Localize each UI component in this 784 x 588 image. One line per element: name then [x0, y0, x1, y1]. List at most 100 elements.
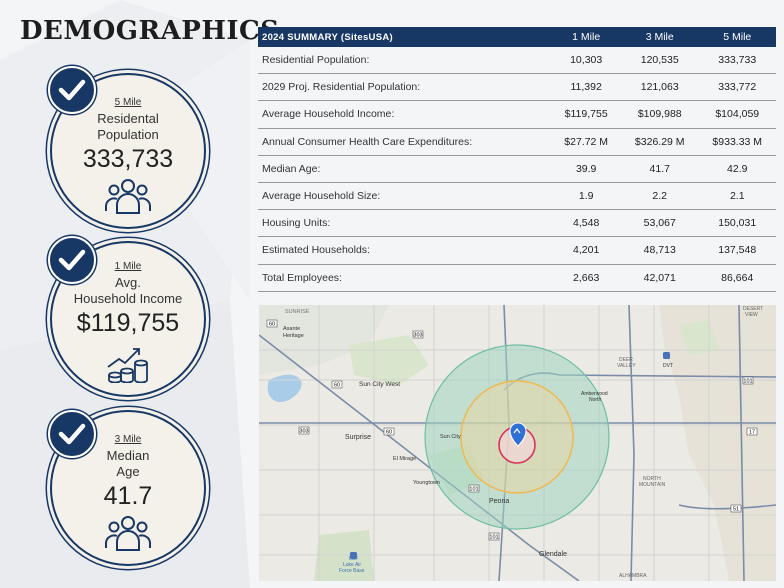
svg-text:60: 60 — [386, 430, 392, 436]
card-label-line2: Household Income — [73, 291, 183, 306]
cell-3-mile: 2.2 — [620, 182, 699, 211]
svg-text:17: 17 — [749, 430, 755, 436]
svg-text:101: 101 — [489, 535, 498, 541]
location-map[interactable]: 60 303 60 303 60 101 101 17 51 101 SUNRI… — [259, 305, 776, 581]
map-label-desert-view: DESERT — [743, 306, 763, 312]
table-header-row: 2024 SUMMARY (SitesUSA) 1 Mile 3 Mile 5 … — [258, 27, 776, 47]
map-label-north-mountain-2: MOUNTAIN — [639, 482, 666, 488]
cell-5-mile: $933.33 M — [698, 128, 776, 156]
cell-3-mile: 48,713 — [620, 236, 699, 265]
column-header-5-mile: 5 Mile — [698, 27, 776, 47]
map-label-peoria: Peoria — [489, 498, 509, 505]
svg-text:101: 101 — [743, 379, 752, 385]
table-row: Median Age: 39.9 41.7 42.9 — [258, 155, 776, 183]
cell-3-mile: 41.7 — [620, 155, 699, 183]
summary-table: 2024 SUMMARY (SitesUSA) 1 Mile 3 Mile 5 … — [258, 27, 776, 292]
card-label-line1: Residental — [97, 111, 159, 126]
map-label-amberwood-2: North — [589, 397, 601, 403]
table-row: Estimated Households: 4,201 48,713 137,548 — [258, 236, 776, 265]
row-label: Estimated Households: — [258, 236, 552, 265]
airport-icon — [663, 352, 670, 359]
cell-1-mile: 4,201 — [551, 236, 621, 265]
table-row: 2029 Proj. Residential Population: 11,392… — [258, 73, 776, 102]
row-label: Median Age: — [258, 155, 552, 183]
table-row: Average Household Size: 1.9 2.2 2.1 — [258, 182, 776, 211]
airport-icon — [350, 552, 357, 559]
table-title: 2024 SUMMARY (SitesUSA) — [258, 27, 552, 47]
card-label-line1: Avg. — [115, 275, 141, 290]
map-label-dvt: DVT — [663, 363, 673, 369]
card-radius: 1 Mile — [114, 261, 142, 272]
map-label-luke-3: Force Base — [339, 568, 365, 574]
highway-shield: 303 — [412, 330, 424, 339]
cell-3-mile: 120,535 — [620, 47, 699, 75]
cell-1-mile: $27.72 M — [551, 128, 621, 156]
cell-1-mile: 1.9 — [551, 182, 621, 211]
cell-5-mile: 137,548 — [698, 236, 776, 265]
card-label-line2: Population — [97, 127, 159, 142]
highway-shield: 60 — [331, 380, 343, 389]
income-growth-icon — [52, 341, 204, 388]
highway-shield: 101 — [742, 376, 754, 385]
lake — [267, 374, 302, 403]
map-label-sunrise: SUNRISE — [285, 309, 310, 315]
page-title: DEMOGRAPHICS — [20, 16, 280, 46]
map-label-sun-city-west: Sun City West — [359, 381, 400, 388]
map-label-youngtown: Youngtown — [413, 480, 440, 486]
location-pin-icon[interactable] — [509, 422, 527, 447]
people-icon — [52, 514, 204, 557]
table-row: Residential Population: 10,303 120,535 333,… — [258, 47, 776, 75]
card-value: 333,733 — [82, 145, 174, 173]
svg-text:303: 303 — [413, 333, 422, 339]
table-row: Average Household Income: $119,755 $109,98… — [258, 100, 776, 129]
map-label-amberwood: Amberwood — [581, 391, 608, 397]
map-label-sun-city: Sun City — [440, 434, 461, 440]
table-row: Annual Consumer Health Care Expenditures… — [258, 128, 776, 156]
map-label-desert-view-2: VIEW — [745, 312, 758, 318]
highway-shield: 101 — [488, 532, 500, 541]
cell-1-mile: $119,755 — [551, 100, 621, 129]
highway-shield: 303 — [298, 426, 310, 435]
cell-3-mile: 42,071 — [620, 264, 699, 292]
map-label-deer-valley-2: VALLEY — [617, 363, 636, 369]
cell-5-mile: 2.1 — [698, 182, 776, 211]
svg-text:51: 51 — [733, 507, 739, 513]
cell-5-mile: 150,031 — [698, 209, 776, 238]
highway-shield: 60 — [383, 427, 395, 436]
cell-1-mile: 2,663 — [551, 264, 621, 292]
cell-1-mile: 4,548 — [551, 209, 621, 238]
map-label-surprise: Surprise — [345, 434, 371, 441]
cell-5-mile: 333,733 — [698, 47, 776, 75]
card-radius: 5 Mile — [114, 97, 142, 108]
cell-5-mile: 86,664 — [698, 264, 776, 292]
row-label: Annual Consumer Health Care Expenditures… — [258, 128, 552, 156]
svg-text:101: 101 — [469, 487, 478, 493]
cell-5-mile: 333,772 — [698, 73, 776, 102]
card-residential-population: 5 Mile Residental Population 333,733 — [50, 73, 206, 229]
highway-shield: 60 — [266, 319, 278, 328]
table-row: Total Employees: 2,663 42,071 86,664 — [258, 264, 776, 292]
row-label: 2029 Proj. Residential Population: — [258, 73, 552, 102]
row-label: Total Employees: — [258, 264, 552, 292]
map-label-el-mirage: El Mirage — [393, 456, 416, 462]
checkmark-icon — [48, 410, 96, 458]
map-label-heritage: Heritage — [283, 333, 304, 339]
row-label: Residential Population: — [258, 47, 552, 75]
svg-text:60: 60 — [269, 322, 275, 328]
highway-shield: 17 — [746, 427, 758, 436]
map-label-alhambra: ALHAMBRA — [619, 573, 647, 579]
map-label-deer-valley: DEER — [619, 357, 633, 363]
card-label-line2: Age — [116, 464, 140, 479]
cell-1-mile: 39.9 — [551, 155, 621, 183]
cell-3-mile: 121,063 — [620, 73, 699, 102]
highway-shield: 51 — [730, 504, 742, 513]
highway-shield: 101 — [468, 484, 480, 493]
park-area — [349, 335, 429, 385]
cell-1-mile: 10,303 — [551, 47, 621, 75]
svg-text:60: 60 — [334, 383, 340, 389]
checkmark-icon — [48, 66, 96, 114]
cell-1-mile: 11,392 — [551, 73, 621, 102]
cell-3-mile: $109,988 — [620, 100, 699, 129]
cell-5-mile: 42.9 — [698, 155, 776, 183]
map-label-north-mountain: NORTH — [643, 476, 661, 482]
